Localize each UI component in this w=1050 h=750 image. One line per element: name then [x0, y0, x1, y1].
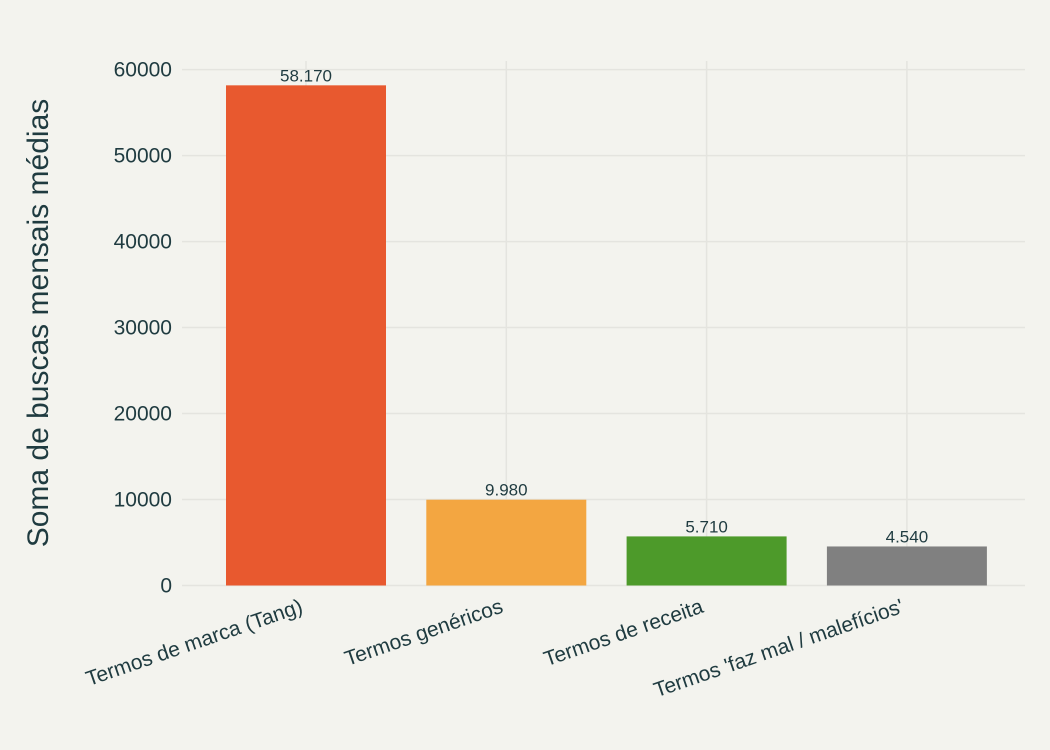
bars-layer — [226, 85, 987, 586]
y-tick-label: 60000 — [114, 59, 172, 82]
x-category-label: Termos de receita — [541, 595, 707, 671]
y-axis-ticks: 0 10000 20000 30000 40000 50000 60000 — [114, 59, 172, 598]
bar — [426, 499, 587, 586]
x-axis-labels: Termos de marca (Tang) Termos genéricos Te… — [83, 595, 907, 702]
y-tick-label: 10000 — [114, 489, 172, 512]
y-tick-label: 30000 — [114, 317, 172, 340]
bar — [226, 85, 386, 586]
bar-data-label: 9.980 — [485, 481, 528, 500]
x-category-label: Termos genéricos — [342, 595, 506, 671]
y-tick-label: 40000 — [114, 231, 172, 254]
bar-data-label: 5.710 — [685, 517, 728, 536]
bar — [626, 536, 787, 586]
bar-data-label: 4.540 — [886, 527, 929, 546]
y-tick-label: 0 — [160, 575, 172, 598]
x-category-label: Termos de marca (Tang) — [83, 595, 306, 691]
bar — [826, 546, 987, 586]
bar-data-label: 58.170 — [280, 66, 332, 85]
labels-layer: 58.170 9.980 5.710 4.540 — [280, 66, 928, 546]
y-tick-label: 20000 — [114, 403, 172, 426]
y-axis-title: Soma de buscas mensais médias — [22, 99, 55, 548]
y-tick-label: 50000 — [114, 145, 172, 168]
